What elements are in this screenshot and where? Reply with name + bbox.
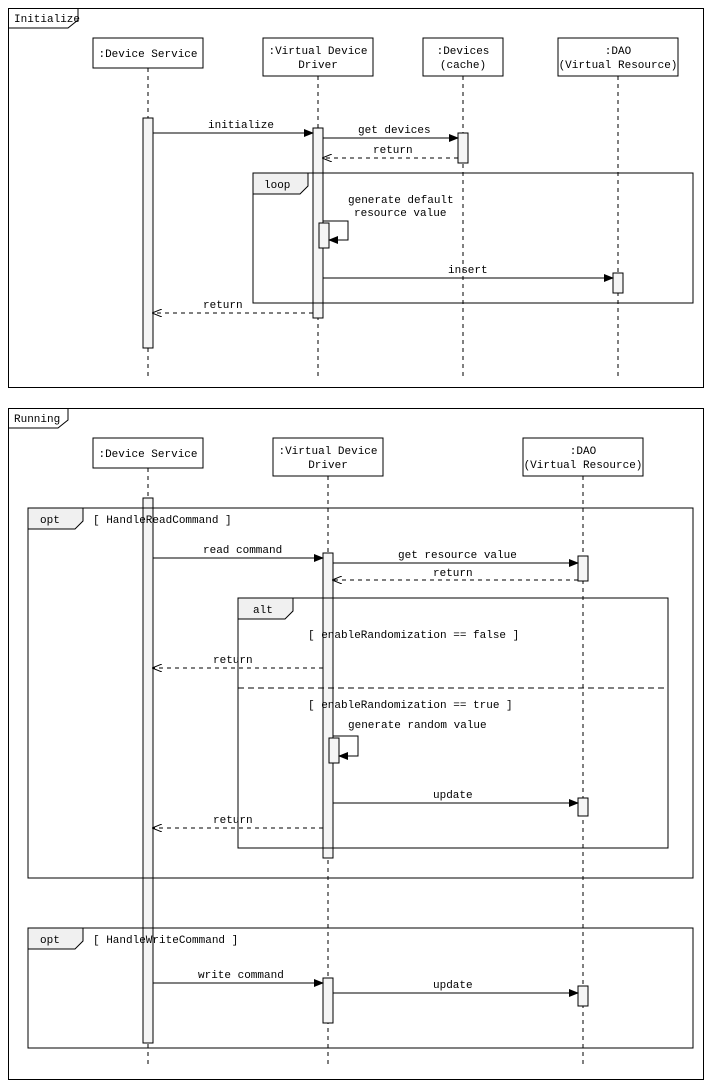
loop-label: loop	[264, 180, 290, 192]
d2-p-dao-l2: (Virtual Resource)	[524, 460, 643, 472]
d1-p-dao-l1: :DAO	[605, 46, 632, 58]
msg-return-false: return	[213, 655, 253, 667]
opt2-guard: [ HandleWriteCommand ]	[93, 935, 238, 947]
initialize-frame-label: Initialize	[14, 14, 80, 26]
d2-p-vdd-l1: :Virtual Device	[278, 446, 377, 458]
running-frame: Running	[9, 409, 704, 1080]
opt1-guard: [ HandleReadCommand ]	[93, 515, 232, 527]
msg-return1: return	[373, 145, 413, 157]
msg-return-dao1: return	[433, 568, 473, 580]
msg-get-devices: get devices	[358, 125, 431, 137]
d2-activation-vdd-write	[323, 978, 333, 1023]
msg-gen-default-l1: generate default	[348, 195, 454, 207]
d1-activation-dao	[613, 273, 623, 293]
opt2-label: opt	[40, 935, 60, 947]
d1-p-devices-l1: :Devices	[437, 46, 490, 58]
d2-participants: :Device Service :Virtual Device Driver :…	[93, 438, 643, 1068]
running-frame-label: Running	[14, 414, 60, 426]
d2-p-dao-l1: :DAO	[570, 446, 597, 458]
msg-initialize: initialize	[208, 120, 274, 132]
d1-p-device-service: :Device Service	[98, 49, 197, 61]
msg-update2: update	[433, 980, 473, 992]
alt-guard-false: [ enableRandomization == false ]	[308, 630, 519, 642]
d2-p-device-service: :Device Service	[98, 449, 197, 461]
d1-messages: initialize get devices return loop gener…	[153, 120, 693, 313]
msg-update1: update	[433, 790, 473, 802]
msg-gen-random: generate random value	[348, 720, 487, 732]
d2-activation-dao-read	[578, 556, 588, 581]
d1-p-devices-l2: (cache)	[440, 60, 486, 72]
d2-activation-dao-write	[578, 986, 588, 1006]
msg-get-resource: get resource value	[398, 550, 517, 562]
opt1-label: opt	[40, 515, 60, 527]
alt-label: alt	[253, 605, 273, 617]
d2-p-vdd-l2: Driver	[308, 460, 348, 472]
alt-guard-true: [ enableRandomization == true ]	[308, 700, 513, 712]
msg-read-command: read command	[203, 545, 282, 557]
d1-activation-devices	[458, 133, 468, 163]
msg-gen-default-l2: resource value	[354, 208, 446, 220]
msg-return-true: return	[213, 815, 253, 827]
msg-write-command: write command	[198, 970, 284, 982]
alt-frame: alt [ enableRandomization == false ] ret…	[153, 598, 668, 848]
msg-insert: insert	[448, 265, 488, 277]
d1-activation-device-service	[143, 118, 153, 348]
d1-p-dao-l2: (Virtual Resource)	[559, 60, 678, 72]
d1-p-vdd-l2: Driver	[298, 60, 338, 72]
d1-p-vdd-l1: :Virtual Device	[268, 46, 367, 58]
d2-activation-device-service	[143, 498, 153, 1043]
opt-write-frame: opt [ HandleWriteCommand ]	[28, 928, 693, 1048]
msg-return2: return	[203, 300, 243, 312]
